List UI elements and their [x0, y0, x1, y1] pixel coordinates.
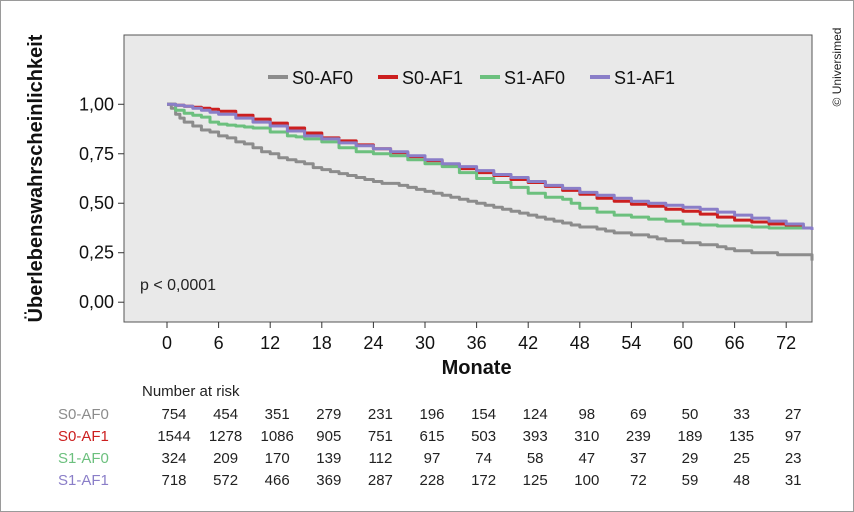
x-tick-label: 48: [570, 333, 590, 353]
x-tick-label: 42: [518, 333, 538, 353]
y-tick-label: 0,50: [79, 193, 114, 213]
series-line: [167, 102, 814, 230]
risk-table-cell: 393: [523, 428, 548, 445]
risk-table-cell: 1544: [157, 428, 190, 445]
y-tick-label: 1,00: [79, 94, 114, 114]
x-tick-label: 54: [621, 333, 641, 353]
risk-table-cell: 231: [368, 406, 393, 423]
y-tick-label: 0,75: [79, 144, 114, 164]
risk-table-cell: 59: [682, 472, 699, 489]
legend-label: S0-AF0: [292, 68, 353, 88]
risk-table-cell: 112: [368, 450, 392, 467]
risk-table-cell: 718: [161, 472, 186, 489]
risk-table-cell: 751: [368, 428, 393, 445]
legend-label: S1-AF1: [614, 68, 675, 88]
risk-table-cell: 905: [316, 428, 341, 445]
legend-label: S0-AF1: [402, 68, 463, 88]
risk-table-cell: 31: [785, 472, 802, 489]
risk-row-label: S1-AF1: [58, 472, 109, 489]
risk-row-label: S0-AF1: [58, 428, 109, 445]
x-tick-label: 12: [260, 333, 280, 353]
x-tick-label: 66: [725, 333, 745, 353]
legend-label: S1-AF0: [504, 68, 565, 88]
risk-table-cell: 97: [785, 428, 802, 445]
risk-table-cell: 69: [630, 406, 647, 423]
x-tick-label: 6: [214, 333, 224, 353]
risk-table-title: Number at risk: [142, 383, 240, 400]
series-line: [167, 102, 814, 261]
risk-table-cell: 100: [574, 472, 599, 489]
y-tick-label: 0,00: [79, 292, 114, 312]
risk-table-cell: 615: [419, 428, 444, 445]
risk-table-cell: 125: [523, 472, 548, 489]
risk-table-cell: 72: [630, 472, 647, 489]
risk-table-cell: 351: [265, 406, 290, 423]
risk-table-cell: 98: [578, 406, 595, 423]
risk-table-cell: 27: [785, 406, 802, 423]
risk-table-cell: 503: [471, 428, 496, 445]
risk-table-cell: 135: [729, 428, 754, 445]
risk-table-cell: 324: [161, 450, 186, 467]
plot-area: [123, 34, 813, 323]
x-axis-label: Monate: [442, 357, 512, 379]
risk-table-cell: 754: [161, 406, 186, 423]
risk-table-cell: 1086: [261, 428, 294, 445]
risk-table-cell: 33: [733, 406, 750, 423]
risk-table-cell: 97: [424, 450, 441, 467]
x-tick-label: 0: [162, 333, 172, 353]
risk-table-cell: 228: [419, 472, 444, 489]
y-axis-label: Überlebenswahrscheinlichkeit: [24, 34, 47, 322]
risk-table-cell: 279: [316, 406, 341, 423]
risk-table-cell: 23: [785, 450, 802, 467]
risk-table-cell: 139: [316, 450, 341, 467]
risk-table-cell: 170: [265, 450, 290, 467]
risk-table-cell: 189: [677, 428, 702, 445]
risk-table-cell: 310: [574, 428, 599, 445]
risk-table-cell: 37: [630, 450, 647, 467]
risk-table-cell: 74: [475, 450, 492, 467]
risk-table-cell: 25: [733, 450, 750, 467]
risk-row-label: S0-AF0: [58, 406, 109, 423]
x-tick-label: 30: [415, 333, 435, 353]
risk-table-cell: 154: [471, 406, 496, 423]
p-value-annotation: p < 0,0001: [140, 277, 216, 294]
risk-table-cell: 239: [626, 428, 651, 445]
x-tick-label: 18: [312, 333, 332, 353]
risk-table-cell: 287: [368, 472, 393, 489]
y-tick-label: 0,25: [79, 243, 114, 263]
x-tick-label: 60: [673, 333, 693, 353]
risk-table-cell: 58: [527, 450, 544, 467]
x-tick-label: 36: [467, 333, 487, 353]
x-tick-label: 72: [776, 333, 796, 353]
risk-table-cell: 172: [471, 472, 496, 489]
x-tick-label: 24: [363, 333, 383, 353]
risk-table-cell: 196: [419, 406, 444, 423]
risk-table-cell: 454: [213, 406, 238, 423]
risk-table-cell: 466: [265, 472, 290, 489]
risk-table-cell: 369: [316, 472, 341, 489]
risk-table-cell: 48: [733, 472, 750, 489]
risk-row-label: S1-AF0: [58, 450, 109, 467]
risk-table-cell: 124: [523, 406, 548, 423]
risk-table-cell: 572: [213, 472, 238, 489]
risk-table-cell: 1278: [209, 428, 242, 445]
risk-table-cell: 29: [682, 450, 699, 467]
risk-table-cell: 209: [213, 450, 238, 467]
risk-table-cell: 47: [578, 450, 595, 467]
risk-table-cell: 50: [682, 406, 699, 423]
